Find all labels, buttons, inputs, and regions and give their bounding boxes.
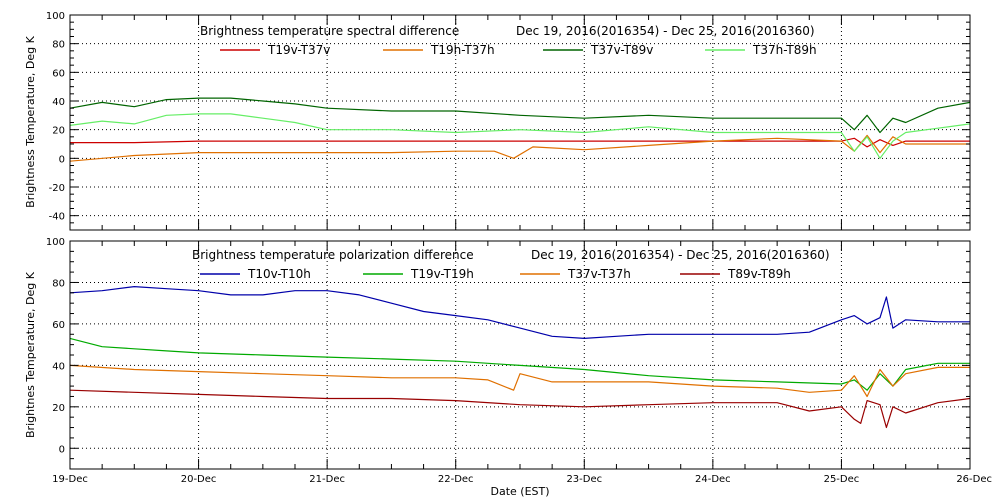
series-line-t19v-t19h bbox=[69, 337, 970, 391]
y-axis-label: Brightness Temperature, Deg K bbox=[24, 35, 37, 207]
series-line-t37h-t89h bbox=[69, 113, 971, 159]
series-lines bbox=[69, 97, 971, 162]
series-line-t10v-t10h bbox=[69, 286, 970, 339]
y-tick-label: 60 bbox=[52, 320, 65, 331]
date-range-label: Dec 19, 2016(2016354) - Dec 25, 2016(201… bbox=[516, 24, 815, 38]
y-tick-label: 40 bbox=[52, 97, 65, 108]
series-lines bbox=[69, 286, 971, 429]
chart-title: Brightness temperature spectral differen… bbox=[200, 24, 459, 38]
y-tick-label: 100 bbox=[46, 237, 65, 248]
x-tick-label: 22-Dec bbox=[438, 474, 474, 485]
y-tick-label: 20 bbox=[52, 126, 65, 137]
y-tick-label: -20 bbox=[49, 183, 65, 194]
y-tick-label: 100 bbox=[46, 11, 65, 22]
x-tick-labels: 19-Dec 20-Dec 21-Dec 22-Dec 23-Dec 24-Dec 25-D… bbox=[52, 474, 992, 485]
x-tick-label: 24-Dec bbox=[695, 474, 731, 485]
polarization-difference-panel: 0 20 40 60 80 100 Brightness temperature pola… bbox=[24, 237, 971, 470]
legend-label: T10v-T10h bbox=[247, 267, 311, 281]
legend-label: T37h-T89h bbox=[752, 43, 817, 57]
x-tick-label: 19-Dec bbox=[52, 474, 88, 485]
legend-label: T37v-T37h bbox=[567, 267, 631, 281]
y-tick-label: 0 bbox=[59, 154, 65, 165]
legend-label: T19v-T37v bbox=[267, 43, 330, 57]
chart-title: Brightness temperature polarization diff… bbox=[192, 248, 474, 262]
date-range-label: Dec 19, 2016(2016354) - Dec 25, 2016(201… bbox=[531, 248, 830, 262]
y-tick-label: 80 bbox=[52, 278, 65, 289]
series-line-t37v-t37h bbox=[69, 364, 970, 398]
y-tick-label: 40 bbox=[52, 361, 65, 372]
legend-label: T19h-T37h bbox=[430, 43, 495, 57]
y-axis-label: Brightnes Temperature, Deg K bbox=[24, 271, 37, 438]
y-axis: -40 -20 0 20 40 60 80 100 bbox=[46, 11, 970, 231]
legend: T19v-T37v T19h-T37h T37v-T89v T37h-T89h bbox=[220, 43, 817, 57]
series-line-t89v-t89h bbox=[69, 389, 971, 429]
legend-label: T37v-T89v bbox=[590, 43, 653, 57]
y-tick-label: 80 bbox=[52, 40, 65, 51]
x-tick-label: 20-Dec bbox=[181, 474, 217, 485]
x-axis-label: Date (EST) bbox=[490, 485, 549, 498]
x-tick-label: 26-Dec bbox=[956, 474, 992, 485]
legend-label: T89v-T89h bbox=[727, 267, 791, 281]
x-tick-label: 23-Dec bbox=[566, 474, 602, 485]
series-line-t19h-t37h bbox=[69, 134, 970, 162]
y-axis: 0 20 40 60 80 100 bbox=[46, 237, 970, 470]
series-line-t37v-t89v bbox=[69, 97, 971, 134]
legend-label: T19v-T19h bbox=[410, 267, 474, 281]
y-tick-label: 60 bbox=[52, 68, 65, 79]
legend: T10v-T10h T19v-T19h T37v-T37h T89v-T89h bbox=[200, 267, 791, 281]
x-tick-label: 25-Dec bbox=[824, 474, 860, 485]
x-axis bbox=[69, 15, 971, 230]
y-tick-label: 0 bbox=[59, 444, 65, 455]
y-tick-label: 20 bbox=[52, 403, 65, 414]
y-tick-label: -40 bbox=[49, 212, 65, 223]
x-axis bbox=[69, 241, 971, 469]
x-tick-label: 21-Dec bbox=[309, 474, 345, 485]
spectral-difference-panel: -40 -20 0 20 40 60 80 100 Brightness temperatur… bbox=[24, 11, 971, 231]
